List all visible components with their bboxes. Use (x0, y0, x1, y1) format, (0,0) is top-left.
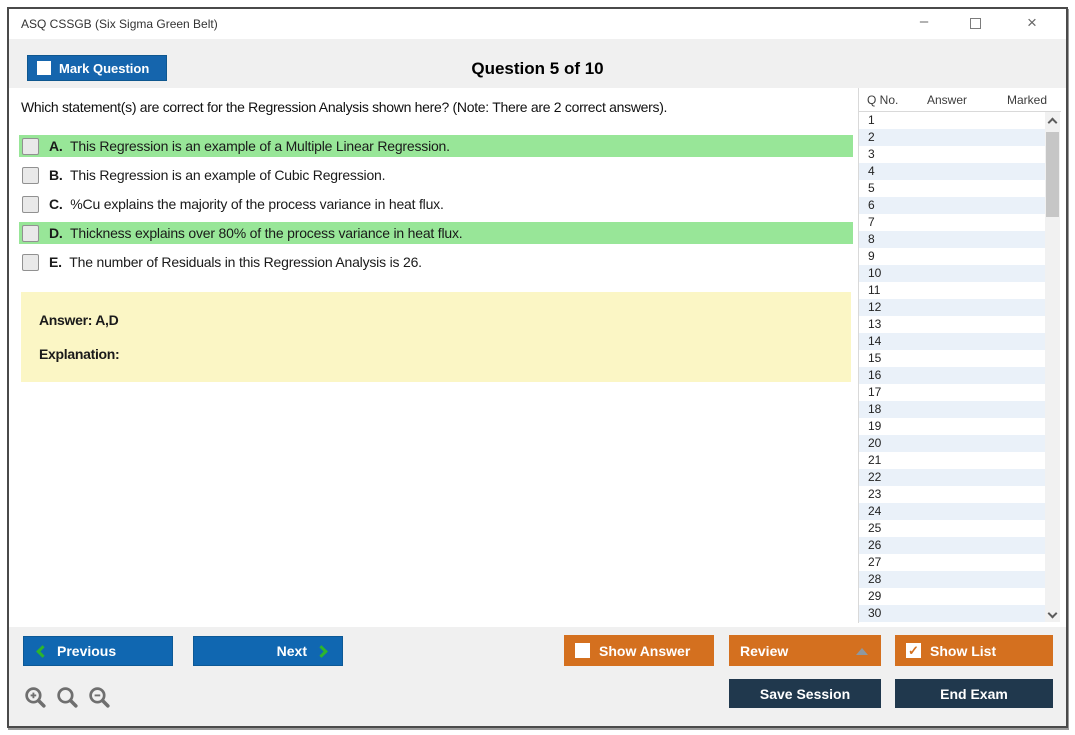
scroll-up-icon[interactable] (1047, 117, 1058, 128)
option-text: B. This Regression is an example of Cubi… (49, 167, 386, 183)
show-list-button[interactable]: ✓ Show List (895, 635, 1053, 666)
mark-question-button[interactable]: Mark Question (27, 55, 167, 81)
save-session-button[interactable]: Save Session (729, 679, 881, 708)
question-list-row[interactable]: 2 (859, 129, 1045, 146)
question-list-row[interactable]: 25 (868, 521, 882, 535)
question-list-row[interactable]: 13 (868, 317, 882, 331)
review-dropdown[interactable]: Review (729, 635, 881, 666)
zoom-toolbar (23, 685, 112, 710)
question-list-row[interactable]: 5 (868, 181, 875, 195)
end-exam-label: End Exam (940, 685, 1008, 702)
option-text: D. Thickness explains over 80% of the pr… (49, 225, 463, 241)
question-list-row[interactable]: 15 (868, 351, 882, 365)
zoom-out-icon[interactable] (87, 685, 112, 710)
answer-label: Answer: A,D (39, 312, 119, 328)
answer-option[interactable]: B. This Regression is an example of Cubi… (19, 164, 853, 186)
zoom-reset-icon[interactable] (55, 685, 80, 710)
answer-option[interactable]: D. Thickness explains over 80% of the pr… (19, 222, 853, 244)
save-session-label: Save Session (759, 685, 851, 702)
question-list-row[interactable]: 6 (859, 197, 1045, 214)
mark-question-label: Mark Question (59, 60, 150, 76)
next-label: Next (276, 643, 307, 659)
window-title: ASQ CSSGB (Six Sigma Green Belt) (21, 17, 218, 31)
answer-option[interactable]: E. The number of Residuals in this Regre… (19, 251, 853, 273)
show-answer-label: Show Answer (599, 642, 691, 659)
question-list-row[interactable]: 24 (859, 503, 1045, 520)
previous-label: Previous (57, 643, 117, 659)
header-strip: Mark Question Question 5 of 10 (9, 39, 1066, 88)
explanation-label: Explanation: (39, 346, 120, 362)
chevron-right-icon (315, 644, 328, 658)
titlebar: ASQ CSSGB (Six Sigma Green Belt) – × (9, 9, 1066, 39)
column-marked: Marked (1007, 93, 1048, 107)
question-list-scrollbar[interactable] (1045, 112, 1060, 622)
options-list: A. This Regression is an example of a Mu… (19, 135, 853, 280)
question-list-row[interactable]: 29 (868, 589, 882, 603)
question-list-row[interactable]: 8 (859, 231, 1045, 248)
option-text: E. The number of Residuals in this Regre… (49, 254, 422, 270)
option-checkbox[interactable] (22, 195, 39, 213)
question-list-row[interactable]: 7 (868, 215, 875, 229)
option-text: C. %Cu explains the majority of the proc… (49, 196, 444, 212)
close-icon[interactable]: × (1027, 13, 1037, 32)
show-answer-checkbox[interactable] (575, 643, 590, 658)
question-list-panel: Q No. Answer Marked 1 2 3 4 5 6 7 8 9 10 11 12 13 14 1… (858, 88, 1061, 623)
option-checkbox[interactable] (22, 166, 39, 184)
answer-box: Answer: A,D Explanation: (21, 292, 851, 382)
option-text: A. This Regression is an example of a Mu… (49, 138, 450, 154)
question-list-row[interactable]: 12 (859, 299, 1045, 316)
question-list-row[interactable]: 14 (859, 333, 1045, 350)
review-label: Review (740, 642, 789, 659)
question-list-row[interactable]: 22 (859, 469, 1045, 486)
option-checkbox[interactable] (22, 253, 39, 271)
show-list-checkbox[interactable]: ✓ (906, 643, 921, 658)
zoom-in-icon[interactable] (23, 685, 48, 710)
show-answer-button[interactable]: Show Answer (564, 635, 714, 666)
answer-option[interactable]: C. %Cu explains the majority of the proc… (19, 193, 853, 215)
question-list-row[interactable]: 1 (868, 113, 875, 127)
question-list-row[interactable]: 26 (859, 537, 1045, 554)
question-counter: Question 5 of 10 (471, 59, 604, 78)
previous-button[interactable]: Previous (23, 636, 173, 666)
question-text: Which statement(s) are correct for the R… (21, 99, 668, 115)
question-list-row[interactable]: 11 (868, 283, 881, 297)
mark-question-checkbox[interactable] (37, 61, 51, 75)
question-list-row[interactable]: 19 (868, 419, 882, 433)
question-list-row[interactable]: 21 (868, 453, 882, 467)
scroll-down-icon[interactable] (1047, 608, 1058, 619)
question-list-row[interactable]: 17 (868, 385, 882, 399)
answer-option[interactable]: A. This Regression is an example of a Mu… (19, 135, 853, 157)
app-window: ASQ CSSGB (Six Sigma Green Belt) – × Mar… (7, 7, 1068, 728)
column-answer: Answer (927, 93, 968, 107)
triangle-up-icon (856, 648, 868, 655)
question-list-row[interactable]: 20 (859, 435, 1045, 452)
question-list-row[interactable]: 23 (868, 487, 882, 501)
question-list-row[interactable]: 27 (868, 555, 882, 569)
chevron-left-icon (36, 644, 49, 658)
option-checkbox[interactable] (22, 137, 39, 155)
show-list-label: Show List (930, 642, 997, 659)
question-list-row[interactable]: 30 (859, 605, 1045, 622)
scrollbar-thumb[interactable] (1046, 132, 1059, 217)
question-list-header: Q No. Answer Marked (859, 88, 1061, 112)
question-list-row[interactable]: 18 (859, 401, 1045, 418)
question-list-row[interactable]: 4 (859, 163, 1045, 180)
footer-bar: Previous Next Show Answer Review ✓ Show … (9, 627, 1066, 726)
question-list: 1 2 3 4 5 6 7 8 9 10 11 12 13 14 15 16 17 18 19 20 21 22 23 24 2… (859, 112, 1061, 622)
question-list-row[interactable]: 28 (859, 571, 1045, 588)
question-list-row[interactable]: 10 (859, 265, 1045, 282)
next-button[interactable]: Next (193, 636, 343, 666)
question-list-row[interactable]: 9 (868, 249, 875, 263)
question-list-row[interactable]: 3 (868, 147, 875, 161)
minimize-icon[interactable]: – (919, 13, 929, 30)
end-exam-button[interactable]: End Exam (895, 679, 1053, 708)
option-checkbox[interactable] (22, 224, 39, 242)
column-qno: Q No. (867, 93, 899, 107)
maximize-icon[interactable] (959, 9, 993, 39)
question-list-row[interactable]: 16 (859, 367, 1045, 384)
